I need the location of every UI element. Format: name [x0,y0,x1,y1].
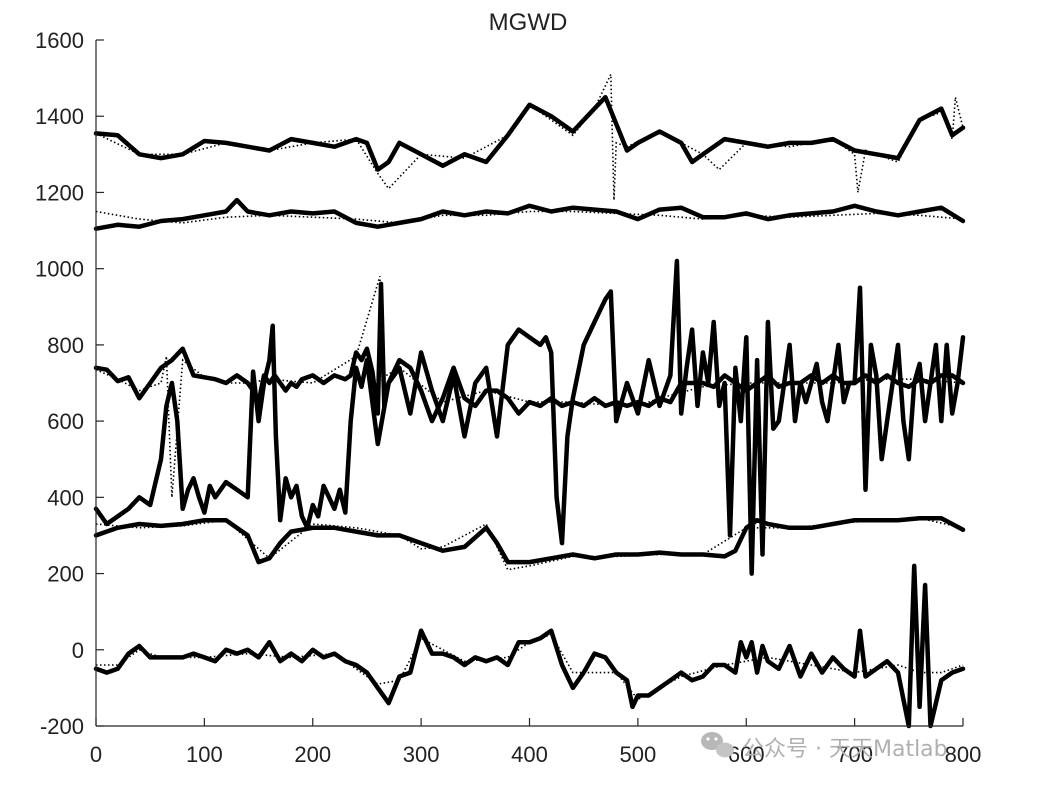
x-tick-label: 500 [620,742,657,767]
y-tick-label: 1600 [35,28,84,53]
watermark: 公众号 · 天天Matlab [701,732,948,762]
y-tick-label: 200 [47,562,84,587]
x-tick-label: 400 [511,742,548,767]
series-line-1-solid [93,94,966,172]
series-line-5-solid [93,281,966,424]
x-tick-label: 200 [294,742,331,767]
series-line-8-solid [93,516,966,565]
y-tick-label: 600 [47,409,84,434]
watermark-text: 公众号 · 天天Matlab [742,737,948,762]
y-tick-label: 1400 [35,104,84,129]
series-line-2-dotted [95,73,964,201]
x-tick-label: 700 [836,742,873,767]
x-tick-label: 100 [186,742,223,767]
x-ticks: 0 100 200 300 400 500 600 700 800 [90,718,981,767]
chart-title: MGWD [489,9,568,36]
x-tick-label: 300 [403,742,440,767]
y-tick-label: 1200 [35,180,84,205]
series-line-4-dotted [95,210,964,224]
plot-lines [93,73,966,729]
series-line-9-dotted [95,517,964,571]
x-tick-label: 0 [90,742,102,767]
y-tick-label: 400 [47,485,84,510]
y-tick-label: 0 [72,638,84,663]
y-tick-label: 1000 [35,257,84,282]
series-line-11-dotted [96,633,964,701]
wechat-icon [701,732,734,758]
y-tick-label: 800 [47,333,84,358]
series-line-3-solid [93,197,966,231]
series-line-10-solid [93,563,966,729]
x-tick-label: 800 [945,742,982,767]
series-line-7-solid [93,258,966,576]
y-tick-label: -200 [40,714,84,739]
y-ticks: -200 0 200 400 600 800 1000 1200 1400 1600 [35,28,104,739]
x-tick-label: 600 [728,742,765,767]
